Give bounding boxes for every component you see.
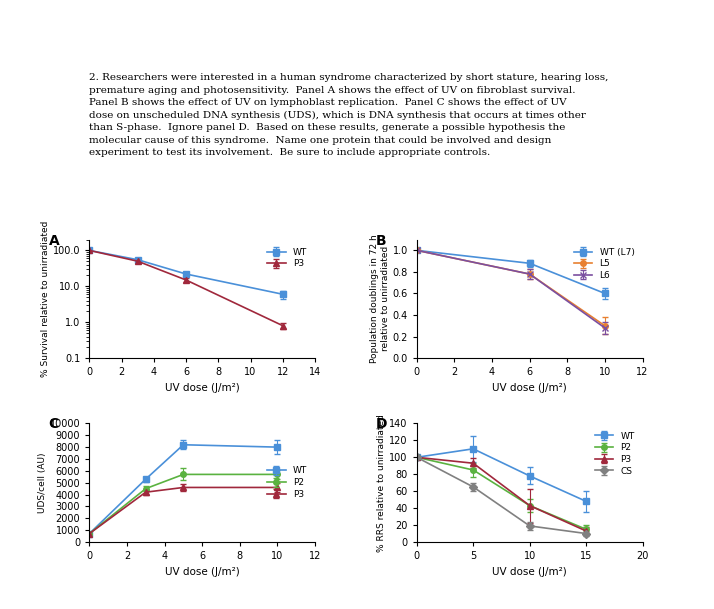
Text: C: C <box>49 418 59 431</box>
X-axis label: UV dose (J/m²): UV dose (J/m²) <box>492 566 567 577</box>
Legend: WT, P2, P3, CS: WT, P2, P3, CS <box>591 428 638 479</box>
X-axis label: UV dose (J/m²): UV dose (J/m²) <box>492 382 567 393</box>
Text: D: D <box>376 418 388 431</box>
Y-axis label: UDS/cell (AU): UDS/cell (AU) <box>38 452 47 513</box>
Legend: WT, P2, P3: WT, P2, P3 <box>264 463 311 502</box>
Text: A: A <box>49 234 59 248</box>
Y-axis label: % RRS relative to unirradiated: % RRS relative to unirradiated <box>378 414 386 552</box>
Text: 2. Researchers were interested in a human syndrome characterized by short statur: 2. Researchers were interested in a huma… <box>89 73 608 157</box>
X-axis label: UV dose (J/m²): UV dose (J/m²) <box>165 382 240 393</box>
Y-axis label: % Survival relative to unirradiated: % Survival relative to unirradiated <box>41 220 50 377</box>
Y-axis label: Population doublings in 72 h
relative to unirradiated: Population doublings in 72 h relative to… <box>370 234 390 363</box>
Text: B: B <box>376 234 387 248</box>
X-axis label: UV dose (J/m²): UV dose (J/m²) <box>165 566 240 577</box>
Legend: WT (L7), L5, L6: WT (L7), L5, L6 <box>570 244 638 284</box>
Legend: WT, P3: WT, P3 <box>264 244 311 272</box>
